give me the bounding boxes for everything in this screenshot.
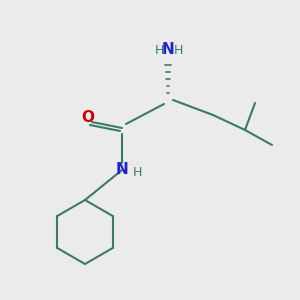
Text: N: N xyxy=(162,43,174,58)
Text: H: H xyxy=(173,44,183,56)
Text: H: H xyxy=(154,44,164,56)
Text: O: O xyxy=(82,110,94,125)
Text: H: H xyxy=(132,167,142,179)
Text: N: N xyxy=(116,163,128,178)
